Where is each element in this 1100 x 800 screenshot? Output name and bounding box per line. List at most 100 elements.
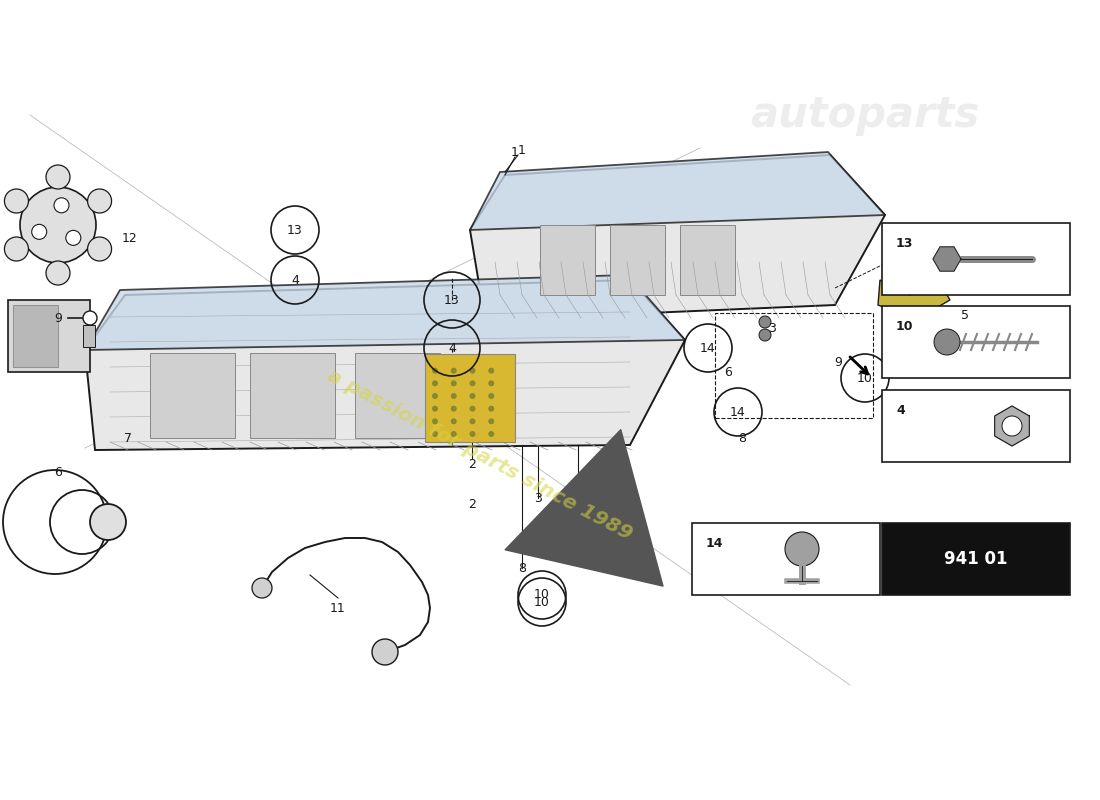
Circle shape <box>470 368 475 374</box>
Bar <box>8 300 90 372</box>
Text: 9: 9 <box>834 355 842 369</box>
Text: 6: 6 <box>724 366 732 378</box>
Polygon shape <box>994 406 1030 446</box>
Bar <box>692 523 880 595</box>
Text: 10: 10 <box>857 371 873 385</box>
Circle shape <box>432 431 438 437</box>
Bar <box>250 353 336 438</box>
Text: 1: 1 <box>574 511 582 525</box>
Polygon shape <box>85 280 685 450</box>
Text: 12: 12 <box>122 231 138 245</box>
Circle shape <box>470 418 475 424</box>
Circle shape <box>451 380 456 386</box>
Bar <box>82 325 95 347</box>
Circle shape <box>46 261 70 285</box>
Circle shape <box>488 368 494 374</box>
Text: 10: 10 <box>535 589 550 602</box>
Bar <box>882 223 1070 295</box>
Text: 3: 3 <box>768 322 776 334</box>
Bar <box>610 225 665 295</box>
Circle shape <box>1002 416 1022 436</box>
Polygon shape <box>933 247 961 271</box>
Bar <box>882 390 1070 462</box>
Circle shape <box>488 418 494 424</box>
Bar <box>882 306 1070 378</box>
FancyArrowPatch shape <box>505 430 663 586</box>
Circle shape <box>470 393 475 399</box>
Text: 13: 13 <box>444 294 460 306</box>
Circle shape <box>488 393 494 399</box>
Text: 14: 14 <box>730 406 746 418</box>
Circle shape <box>785 532 820 566</box>
Circle shape <box>432 368 438 374</box>
Circle shape <box>451 368 456 374</box>
Text: 5: 5 <box>961 309 969 322</box>
Bar <box>425 354 515 442</box>
Text: 9: 9 <box>54 311 62 325</box>
Bar <box>680 225 735 295</box>
Text: 3: 3 <box>535 491 542 505</box>
Bar <box>13 305 58 367</box>
Circle shape <box>432 406 438 412</box>
Text: 4: 4 <box>896 404 905 417</box>
Circle shape <box>451 393 456 399</box>
Circle shape <box>470 431 475 437</box>
Text: 941 01: 941 01 <box>944 550 1008 568</box>
Circle shape <box>54 198 69 213</box>
Circle shape <box>470 380 475 386</box>
Bar <box>540 225 595 295</box>
Circle shape <box>4 237 29 261</box>
Circle shape <box>432 393 438 399</box>
Circle shape <box>82 311 97 325</box>
Text: autoparts: autoparts <box>750 94 980 136</box>
Bar <box>882 523 1070 595</box>
Polygon shape <box>470 152 886 230</box>
Text: 7: 7 <box>124 431 132 445</box>
Text: 10: 10 <box>896 320 913 333</box>
Circle shape <box>66 230 80 246</box>
Circle shape <box>88 189 111 213</box>
Circle shape <box>432 418 438 424</box>
Circle shape <box>451 418 456 424</box>
Polygon shape <box>470 155 886 320</box>
Text: a passion for parts since 1989: a passion for parts since 1989 <box>324 366 636 544</box>
Text: 13: 13 <box>896 237 913 250</box>
Circle shape <box>32 224 46 239</box>
Circle shape <box>4 189 29 213</box>
Text: 14: 14 <box>706 537 724 550</box>
Circle shape <box>432 380 438 386</box>
Circle shape <box>451 431 456 437</box>
Bar <box>355 353 440 438</box>
Circle shape <box>759 329 771 341</box>
Bar <box>715 313 873 418</box>
Circle shape <box>252 578 272 598</box>
Circle shape <box>470 406 475 412</box>
Circle shape <box>488 431 494 437</box>
Bar <box>150 353 235 438</box>
Circle shape <box>46 165 70 189</box>
Text: 2: 2 <box>469 458 476 471</box>
Text: 1: 1 <box>512 146 519 159</box>
Text: 6: 6 <box>54 466 62 478</box>
Circle shape <box>90 504 126 540</box>
Circle shape <box>759 316 771 328</box>
Circle shape <box>488 406 494 412</box>
Text: 4: 4 <box>448 342 455 354</box>
Text: 8: 8 <box>518 562 526 574</box>
Text: 4: 4 <box>292 274 299 286</box>
Text: 5: 5 <box>551 529 559 542</box>
Text: 8: 8 <box>738 431 746 445</box>
Circle shape <box>488 380 494 386</box>
Polygon shape <box>85 275 685 350</box>
Circle shape <box>372 639 398 665</box>
Text: 11: 11 <box>330 602 345 614</box>
Text: 14: 14 <box>700 342 716 354</box>
Circle shape <box>88 237 111 261</box>
Text: 13: 13 <box>287 223 303 237</box>
Text: 10: 10 <box>535 595 550 609</box>
Circle shape <box>451 406 456 412</box>
Text: 1: 1 <box>518 143 526 157</box>
Polygon shape <box>878 275 950 320</box>
Circle shape <box>934 329 960 355</box>
Circle shape <box>20 187 96 263</box>
